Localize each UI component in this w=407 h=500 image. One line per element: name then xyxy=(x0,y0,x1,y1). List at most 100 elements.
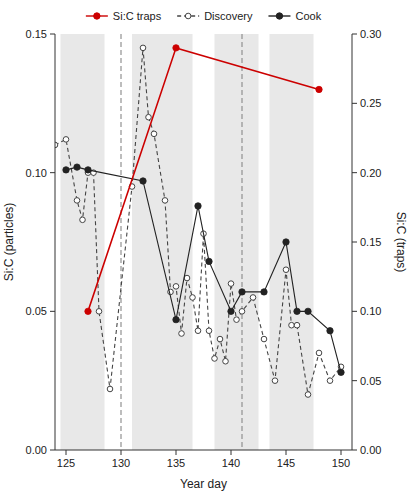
point xyxy=(184,275,190,281)
x-tick-label: 135 xyxy=(167,457,185,469)
point xyxy=(294,308,300,314)
point xyxy=(305,308,311,314)
y2-tick xyxy=(352,450,357,451)
point xyxy=(96,309,102,315)
series xyxy=(85,45,322,315)
y2-tick xyxy=(352,311,357,312)
point xyxy=(234,317,240,323)
y-tick xyxy=(50,311,55,312)
point xyxy=(217,336,223,342)
y2-tick xyxy=(352,172,357,173)
plot-area xyxy=(55,34,344,450)
point xyxy=(195,328,201,334)
x-tick xyxy=(66,450,67,455)
point xyxy=(162,198,168,204)
point xyxy=(63,137,69,143)
legend-label: Cook xyxy=(295,10,321,22)
legend-label: Si:C traps xyxy=(113,10,162,22)
point xyxy=(228,281,234,287)
point xyxy=(151,131,157,137)
x-axis-label: Year day xyxy=(180,477,227,491)
x-axis-line xyxy=(55,450,352,451)
point xyxy=(63,167,69,173)
legend-marker xyxy=(276,13,282,19)
x-tick-label: 125 xyxy=(57,457,75,469)
point xyxy=(173,316,179,322)
point xyxy=(85,308,91,314)
y2-axis-label: Si:C (traps) xyxy=(394,212,407,273)
point xyxy=(206,258,212,264)
point xyxy=(316,86,322,92)
y-tick xyxy=(50,172,55,173)
point xyxy=(272,378,278,384)
x-tick xyxy=(231,450,232,455)
band xyxy=(61,34,105,450)
point xyxy=(305,392,311,398)
y2-tick xyxy=(352,103,357,104)
point xyxy=(85,167,91,173)
legend-marker xyxy=(94,13,100,19)
y2-tick xyxy=(352,34,357,35)
point xyxy=(212,356,218,362)
point xyxy=(327,328,333,334)
x-tick-label: 140 xyxy=(222,457,240,469)
legend-item: Si:C traps xyxy=(86,10,162,22)
y-axis-label: Si:C (particles) xyxy=(2,203,16,282)
point xyxy=(140,45,146,51)
x-tick-label: 150 xyxy=(332,457,350,469)
series xyxy=(55,45,344,397)
point xyxy=(283,267,289,273)
legend-marker xyxy=(185,13,191,19)
point xyxy=(261,289,267,295)
y2-tick-label: 0.05 xyxy=(360,375,381,387)
point xyxy=(206,328,212,334)
point xyxy=(250,295,256,301)
legend-label: Discovery xyxy=(204,10,253,22)
point xyxy=(261,336,267,342)
chart: 125 130 135 140 145 150 0.00 0.05 0.10 0.15 0.00 0.… xyxy=(0,0,407,500)
y-tick-label: 0.10 xyxy=(26,167,47,179)
y2-tick-label: 0.00 xyxy=(360,444,381,456)
point xyxy=(239,289,245,295)
x-tick-label: 130 xyxy=(112,457,130,469)
axes: 125 130 135 140 145 150 0.00 0.05 0.10 0.15 0.00 0.… xyxy=(26,28,382,469)
point xyxy=(146,114,152,120)
y-tick-label: 0.05 xyxy=(26,305,47,317)
y-tick-label: 0.15 xyxy=(26,28,47,40)
point xyxy=(327,378,333,384)
point xyxy=(338,369,344,375)
y-tick xyxy=(50,450,55,451)
x-tick xyxy=(286,450,287,455)
point xyxy=(283,239,289,245)
point xyxy=(74,164,80,170)
legend: Si:C traps Discovery Cook xyxy=(86,10,322,22)
y2-tick-label: 0.15 xyxy=(360,236,381,248)
x-tick xyxy=(176,450,177,455)
x-tick xyxy=(121,450,122,455)
series-line xyxy=(55,48,341,395)
point xyxy=(107,386,113,392)
series xyxy=(63,164,344,376)
point xyxy=(223,358,229,364)
point xyxy=(140,178,146,184)
x-tick xyxy=(341,450,342,455)
y-tick-label: 0.00 xyxy=(26,444,47,456)
y2-tick-label: 0.30 xyxy=(360,28,381,40)
y-tick xyxy=(50,34,55,35)
vertical-line xyxy=(120,34,121,450)
x-tick-label: 145 xyxy=(277,457,295,469)
y2-tick-label: 0.10 xyxy=(360,305,381,317)
band xyxy=(132,34,193,450)
y2-tick xyxy=(352,380,357,381)
point xyxy=(289,322,295,328)
point xyxy=(80,217,86,223)
point xyxy=(179,331,185,337)
point xyxy=(173,45,179,51)
legend-item: Cook xyxy=(268,10,321,22)
y2-tick-label: 0.20 xyxy=(360,167,381,179)
point xyxy=(173,284,179,290)
point xyxy=(74,198,80,204)
y2-tick xyxy=(352,242,357,243)
point xyxy=(239,309,245,315)
series-line xyxy=(66,167,341,372)
